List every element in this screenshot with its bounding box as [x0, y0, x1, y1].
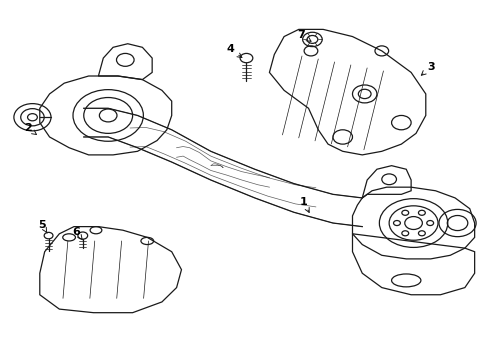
Text: 3: 3 — [427, 62, 435, 72]
Text: 5: 5 — [38, 220, 46, 230]
Text: 4: 4 — [226, 44, 234, 54]
Text: 7: 7 — [297, 30, 305, 40]
Text: 6: 6 — [73, 227, 80, 237]
Text: 2: 2 — [24, 123, 31, 133]
Text: 1: 1 — [300, 197, 308, 207]
